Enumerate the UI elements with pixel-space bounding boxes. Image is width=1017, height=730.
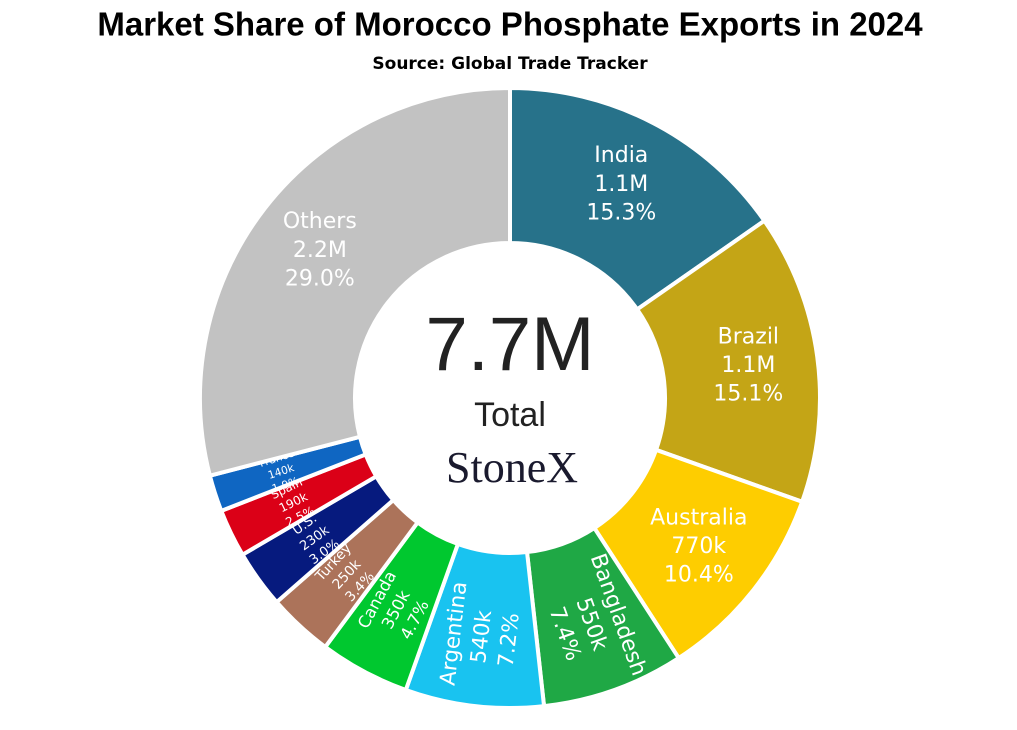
slice bbox=[508, 85, 768, 313]
total-caption: Total bbox=[474, 396, 546, 434]
slice-label: Others 2.2M 29.0% bbox=[283, 209, 357, 291]
slice bbox=[198, 85, 512, 479]
data-label: Brazil bbox=[718, 324, 779, 349]
chart-title: Market Share of Morocco Phosphate Export… bbox=[97, 6, 923, 43]
chart-subtitle: Source: Global Trade Tracker bbox=[372, 54, 648, 74]
data-label: 15.1% bbox=[713, 382, 783, 407]
data-label: 540k bbox=[466, 608, 497, 664]
slice-label: India 1.1M 15.3% bbox=[586, 143, 656, 225]
data-label: India bbox=[594, 143, 648, 168]
data-label: 29.0% bbox=[285, 266, 355, 291]
data-label: 15.3% bbox=[586, 200, 656, 225]
logo: StoneX bbox=[446, 443, 578, 492]
data-label: 1.1M bbox=[721, 353, 775, 378]
total-value: 7.7M bbox=[426, 302, 595, 387]
slice bbox=[634, 218, 822, 505]
data-label: 1.1M bbox=[594, 172, 648, 197]
slice-label: Australia 770k 10.4% bbox=[650, 505, 747, 587]
data-label: 770k bbox=[671, 534, 726, 559]
data-label: Australia bbox=[650, 505, 747, 530]
slice-label: Brazil 1.1M 15.1% bbox=[713, 324, 783, 406]
data-label: Others bbox=[283, 209, 357, 234]
data-label: 10.4% bbox=[664, 563, 734, 588]
data-label: 2.2M bbox=[293, 238, 347, 263]
donut: India 1.1M 15.3% Brazil 1.1M 15.1% Australia 77… bbox=[198, 85, 822, 710]
